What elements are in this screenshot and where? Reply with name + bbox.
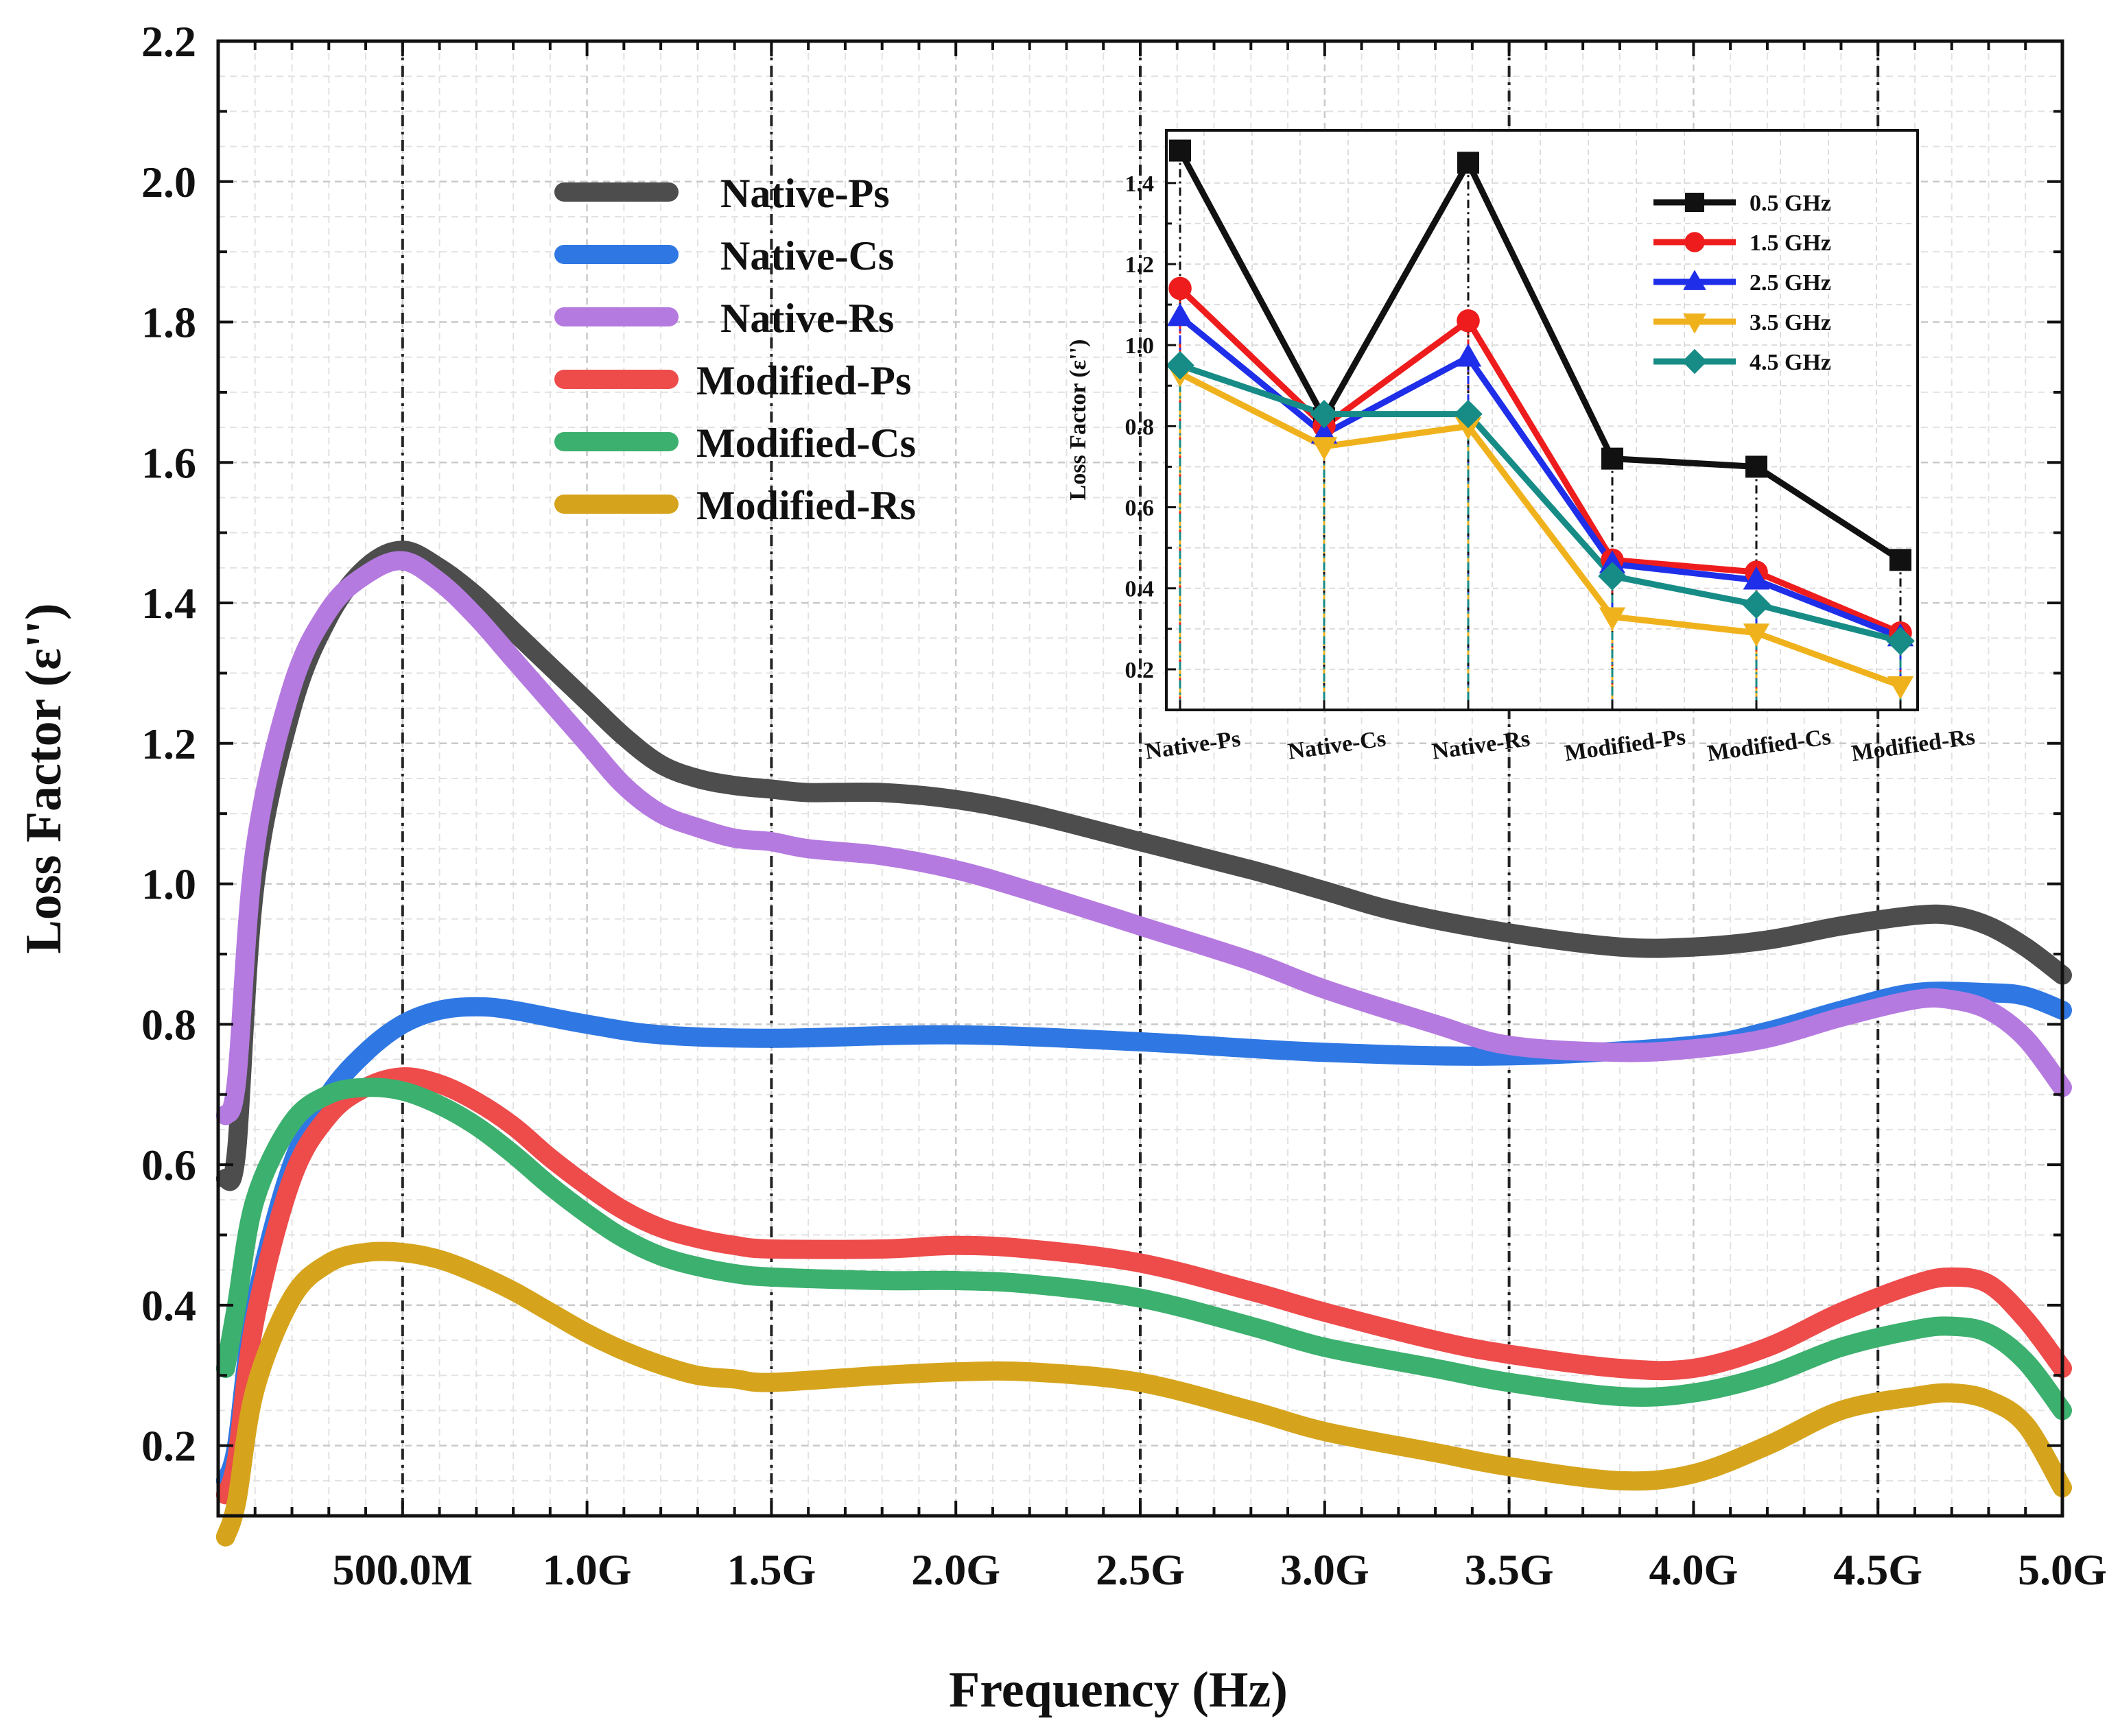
inset-point-0-5-ghz-native-rs <box>1457 152 1479 174</box>
inset-legend: 0.5 GHz 1.5 GHz 2.5 GHz 3.5 GHz 4.5 GHz <box>1653 191 1831 375</box>
inset-y-tick-label-0-6: 0.6 <box>1125 496 1155 521</box>
inset-point-4-5-ghz-modified-cs <box>1742 590 1771 619</box>
inset-point-0-5-ghz-modified-rs <box>1889 549 1911 571</box>
inset-point-3-5-ghz-modified-ps <box>1599 607 1626 631</box>
inset-legend-marker-2-5-ghz <box>1683 270 1706 290</box>
series-line-modified-rs <box>215 1241 2072 1547</box>
inset-series-line-0-5-ghz <box>1177 149 1903 563</box>
inset-legend-label-2-5-ghz: 2.5 GHz <box>1750 270 1831 296</box>
inset-series-line-4-5-ghz <box>1179 362 1902 644</box>
inset-point-2-5-ghz-modified-cs <box>1743 566 1770 590</box>
inset-legend-label-1-5-ghz: 1.5 GHz <box>1750 230 1831 256</box>
inset-point-3-5-ghz-native-rs <box>1454 416 1482 440</box>
main-x-tick-label-3-5g: 3.5G <box>1465 1545 1554 1594</box>
main-x-tick-label-1-0g: 1.0G <box>543 1545 632 1594</box>
inset-point-0-5-ghz-modified-cs <box>1745 455 1767 478</box>
inset-legend-label-3-5-ghz: 3.5 GHz <box>1750 310 1831 335</box>
main-x-tick-label-2-0g: 2.0G <box>911 1545 1000 1594</box>
inset-y-axis-title: Loss Factor (ε'') <box>1065 340 1091 501</box>
main-y-tick-label-2-2: 2.2 <box>141 17 196 66</box>
legend-label-native-rs: Native-Rs <box>720 296 894 341</box>
main-y-tick-label-2-0: 2.0 <box>141 158 196 206</box>
inset-point-1-5-ghz-native-ps <box>1168 276 1192 300</box>
inset-point-3-5-ghz-native-cs <box>1310 437 1338 460</box>
main-x-tick-label-3-0g: 3.0G <box>1280 1545 1369 1594</box>
inset-plot-frame <box>1165 129 1919 711</box>
legend-label-modified-cs: Modified-Cs <box>696 420 916 466</box>
main-y-tick-label-0-4: 0.4 <box>141 1281 196 1330</box>
main-legend: Native-Ps Native-Cs Native-Rs Modified-Ps Mo… <box>554 171 916 528</box>
inset-grid <box>1166 130 1918 710</box>
inset-background <box>1166 130 1918 710</box>
main-chart: 500.0M 1.0G 1.5G 2.0G 2.5G 3.0G 3.5G 4.0G 4.5G 5.… <box>16 17 2107 1718</box>
inset-ticks <box>1166 182 1902 710</box>
main-y-tick-label-1-8: 1.8 <box>141 298 196 347</box>
series-line-native-rs <box>215 551 2072 1126</box>
inset-point-0-5-ghz-native-ps <box>1169 139 1191 162</box>
legend-label-native-cs: Native-Cs <box>720 233 894 278</box>
inset-y-tick-label-0-8: 0.8 <box>1125 414 1155 440</box>
inset-y-tick-label-1-0: 1.0 <box>1125 333 1155 359</box>
legend-label-modified-ps: Modified-Ps <box>696 358 911 403</box>
main-x-tick-label-500-0m: 500.0M <box>333 1545 473 1594</box>
inset-chart: Native-Ps Native-Cs Native-Rs Modified-Ps Mo… <box>1065 129 1977 767</box>
inset-legend-marker-1-5-ghz <box>1684 232 1705 252</box>
inset-point-4-5-ghz-modified-ps <box>1598 562 1627 591</box>
main-y-tick-label-0-8: 0.8 <box>141 1000 196 1049</box>
inset-point-4-5-ghz-native-ps <box>1166 350 1194 380</box>
inset-point-1-5-ghz-native-rs <box>1457 309 1480 333</box>
inset-legend-marker-3-5-ghz <box>1683 313 1706 334</box>
inset-point-0-5-ghz-modified-ps <box>1601 447 1623 470</box>
main-y-tick-label-1-0: 1.0 <box>141 860 196 909</box>
inset-legend-marker-4-5-ghz <box>1682 348 1708 374</box>
main-y-tick-label-0-6: 0.6 <box>141 1141 196 1189</box>
inset-y-tick-label-1-4: 1.4 <box>1125 171 1155 197</box>
main-y-tick-label-0-2: 0.2 <box>141 1422 196 1471</box>
main-x-axis-title: Frequency (Hz) <box>949 1662 1288 1718</box>
inset-y-tick-label-0-2: 0.2 <box>1125 658 1155 683</box>
inset-legend-marker-0-5-ghz <box>1685 193 1704 212</box>
inset-y-tick-label-1-2: 1.2 <box>1125 252 1155 278</box>
inset-series-line-2-5-ghz <box>1178 314 1902 640</box>
inset-point-2-5-ghz-modified-ps <box>1599 550 1626 573</box>
main-y-tick-label-1-6: 1.6 <box>141 438 196 487</box>
inset-point-4-5-ghz-native-rs <box>1454 399 1483 429</box>
main-y-tick-labels: 0.2 0.4 0.6 0.8 1.0 1.2 1.4 1.6 1.8 2.0 2.2 <box>141 17 196 1471</box>
main-x-tick-label-2-5g: 2.5G <box>1096 1545 1185 1594</box>
inset-point-4-5-ghz-modified-rs <box>1886 626 1915 656</box>
main-ticks <box>218 40 2064 1517</box>
inset-point-4-5-ghz-native-cs <box>1310 399 1339 429</box>
series-line-modified-cs <box>215 1078 2072 1420</box>
legend-label-native-ps: Native-Ps <box>720 171 890 216</box>
inset-point-3-5-ghz-modified-rs <box>1887 676 1914 700</box>
inset-point-2-5-ghz-native-ps <box>1166 302 1194 326</box>
main-series-layer <box>215 540 2072 1547</box>
inset-point-2-5-ghz-native-rs <box>1454 343 1482 367</box>
main-x-tick-label-5-0g: 5.0G <box>2018 1545 2107 1594</box>
inset-legend-label-0-5-ghz: 0.5 GHz <box>1750 191 1831 216</box>
main-y-tick-label-1-2: 1.2 <box>141 720 196 768</box>
main-x-tick-label-4-0g: 4.0G <box>1649 1545 1739 1594</box>
inset-y-tick-label-0-4: 0.4 <box>1125 577 1155 602</box>
inset-series-layer <box>1166 139 1915 700</box>
inset-point-3-5-ghz-modified-cs <box>1743 623 1770 647</box>
main-x-tick-label-1-5g: 1.5G <box>727 1545 816 1594</box>
main-x-tick-labels: 500.0M 1.0G 1.5G 2.0G 2.5G 3.0G 3.5G 4.0G 4.5G 5.… <box>333 1545 2107 1594</box>
inset-legend-label-4-5-ghz: 4.5 GHz <box>1750 350 1831 375</box>
main-y-axis-title: Loss Factor (ε'') <box>16 603 72 953</box>
inset-y-tick-labels: 0.2 0.4 0.6 0.8 1.0 1.2 1.4 <box>1125 171 1155 683</box>
inset-series-line-3-5-ghz <box>1178 370 1902 689</box>
legend-label-modified-rs: Modified-Rs <box>696 483 916 528</box>
main-y-tick-label-1-4: 1.4 <box>141 579 196 628</box>
main-x-tick-label-4-5g: 4.5G <box>1833 1545 1922 1594</box>
